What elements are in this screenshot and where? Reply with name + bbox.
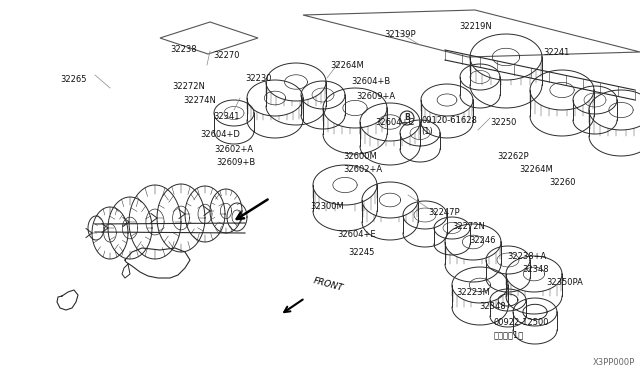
Text: 32247P: 32247P	[428, 208, 460, 217]
Text: 32609+A: 32609+A	[356, 92, 395, 101]
Text: (1): (1)	[421, 127, 433, 136]
Text: 32604+C: 32604+C	[375, 118, 414, 127]
Text: 00922-12500: 00922-12500	[494, 318, 550, 327]
Text: 32348: 32348	[522, 265, 548, 274]
Text: 32348: 32348	[479, 302, 506, 311]
Text: 32300M: 32300M	[310, 202, 344, 211]
Text: 32262P: 32262P	[497, 152, 529, 161]
Text: 32604+E: 32604+E	[337, 230, 376, 239]
Text: 32602+A: 32602+A	[343, 165, 382, 174]
Text: リング（1）: リング（1）	[494, 330, 524, 339]
Text: 32270: 32270	[213, 51, 239, 60]
Text: 32241: 32241	[543, 48, 570, 57]
Text: FRONT: FRONT	[312, 276, 344, 293]
Text: 32350PA: 32350PA	[546, 278, 583, 287]
Text: X3PP000P: X3PP000P	[593, 358, 635, 367]
Text: 32264M: 32264M	[330, 61, 364, 70]
Text: 32238: 32238	[170, 45, 196, 54]
Text: 32246: 32246	[469, 236, 495, 245]
Text: 32223M: 32223M	[456, 288, 490, 297]
Text: 32230: 32230	[245, 74, 271, 83]
Text: 32238+A: 32238+A	[507, 252, 547, 261]
Text: 32600M: 32600M	[343, 152, 377, 161]
Text: 09120-61628: 09120-61628	[421, 116, 477, 125]
Text: 32260: 32260	[549, 178, 575, 187]
Text: 32604+D: 32604+D	[200, 130, 240, 139]
Text: 32139P: 32139P	[384, 30, 415, 39]
Text: 32609+B: 32609+B	[216, 158, 255, 167]
Text: 32272N: 32272N	[172, 82, 205, 91]
Text: B: B	[404, 113, 410, 122]
Text: 32264M: 32264M	[519, 165, 553, 174]
Text: 32265: 32265	[60, 75, 86, 84]
Text: 32245: 32245	[348, 248, 374, 257]
Text: 32274N: 32274N	[183, 96, 216, 105]
Text: 32602+A: 32602+A	[214, 145, 253, 154]
Text: 32250: 32250	[490, 118, 516, 127]
Text: 32272N: 32272N	[452, 222, 485, 231]
Text: 32604+B: 32604+B	[351, 77, 390, 86]
Text: 32341: 32341	[213, 112, 239, 121]
Text: 32219N: 32219N	[459, 22, 492, 31]
